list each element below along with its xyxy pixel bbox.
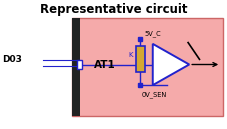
- Text: K: K: [127, 53, 132, 58]
- Polygon shape: [152, 44, 188, 85]
- Text: 0V_SEN: 0V_SEN: [141, 91, 166, 98]
- Text: D03: D03: [2, 55, 22, 64]
- Text: Representative circuit: Representative circuit: [40, 3, 187, 16]
- Bar: [135, 46, 144, 72]
- Bar: [72, 18, 222, 116]
- Text: AT1: AT1: [93, 59, 115, 70]
- Text: 5V_C: 5V_C: [144, 30, 161, 37]
- Bar: [72, 18, 79, 116]
- Bar: [77, 60, 82, 69]
